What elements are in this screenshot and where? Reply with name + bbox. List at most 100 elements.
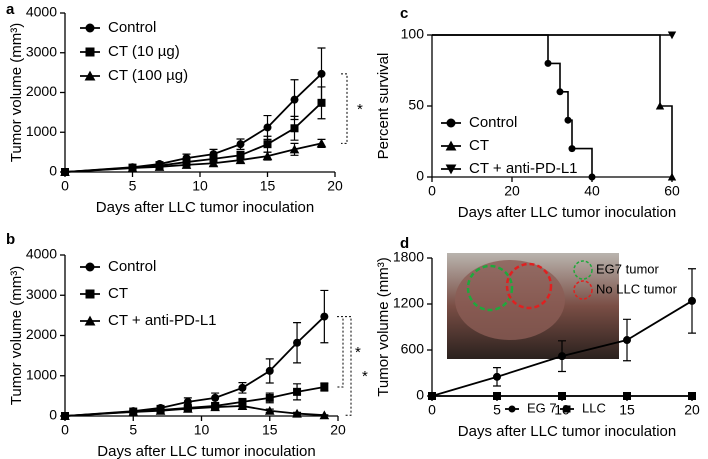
marker bbox=[319, 410, 330, 420]
marker bbox=[688, 392, 696, 400]
y-axis-label: Tumor volume (mm³) bbox=[375, 257, 392, 396]
survival-line bbox=[432, 34, 593, 177]
y-tick-label: 50 bbox=[408, 97, 424, 113]
marker bbox=[623, 336, 631, 345]
marker bbox=[667, 172, 677, 181]
marker bbox=[128, 407, 139, 416]
x-tick-label: 20 bbox=[504, 183, 520, 199]
annotation: No LLC tumor bbox=[596, 281, 678, 296]
x-tick-label: 0 bbox=[61, 178, 69, 194]
legend-marker bbox=[85, 47, 95, 57]
marker bbox=[320, 383, 329, 392]
marker bbox=[568, 145, 576, 153]
marker bbox=[493, 392, 501, 400]
marker bbox=[588, 173, 596, 181]
y-tick-label: 4000 bbox=[26, 246, 57, 262]
y-tick-label: 600 bbox=[401, 341, 425, 357]
marker bbox=[208, 158, 219, 168]
panel-letter: a bbox=[6, 1, 15, 18]
x-tick-label: 10 bbox=[192, 178, 208, 194]
marker bbox=[155, 405, 166, 415]
marker bbox=[235, 155, 246, 165]
marker bbox=[556, 88, 564, 96]
legend-label: CT bbox=[108, 285, 128, 302]
marker bbox=[181, 160, 192, 169]
x-tick-label: 0 bbox=[428, 402, 436, 418]
marker bbox=[320, 312, 329, 321]
legend-marker bbox=[563, 405, 571, 413]
legend-marker bbox=[508, 405, 516, 413]
y-tick-label: 1200 bbox=[393, 295, 424, 311]
x-axis-label: Days after LLC tumor inoculation bbox=[97, 443, 315, 459]
marker bbox=[317, 69, 326, 78]
x-tick-label: 20 bbox=[330, 422, 346, 438]
legend-label: Control bbox=[108, 258, 156, 275]
x-tick-label: 5 bbox=[129, 422, 137, 438]
marker bbox=[564, 116, 572, 124]
marker bbox=[289, 144, 300, 154]
marker bbox=[60, 411, 70, 420]
marker bbox=[293, 387, 302, 396]
legend-marker bbox=[446, 118, 456, 128]
marker bbox=[263, 140, 272, 149]
marker bbox=[428, 392, 436, 400]
x-axis-label: Days after LLC tumor inoculation bbox=[96, 199, 314, 216]
marker bbox=[60, 167, 70, 176]
marker bbox=[265, 366, 274, 375]
series-line bbox=[64, 102, 323, 173]
legend-marker bbox=[84, 315, 96, 326]
marker bbox=[290, 124, 299, 133]
marker bbox=[290, 95, 299, 104]
y-tick-label: 3000 bbox=[26, 43, 57, 59]
annotation: * bbox=[357, 101, 363, 118]
marker bbox=[667, 31, 677, 40]
annotation: * bbox=[362, 368, 368, 385]
x-tick-label: 60 bbox=[664, 183, 680, 199]
marker bbox=[211, 393, 220, 402]
marker bbox=[292, 408, 302, 418]
x-tick-label: 20 bbox=[327, 178, 343, 194]
legend-marker bbox=[84, 70, 96, 81]
y-axis-label: Tumor volume (mm³) bbox=[8, 23, 25, 162]
annotation: * bbox=[355, 344, 361, 361]
series-line bbox=[64, 73, 323, 173]
legend-label: CT + anti-PD-L1 bbox=[108, 312, 217, 329]
marker bbox=[262, 151, 273, 161]
inset-photo bbox=[447, 253, 619, 359]
x-tick-label: 10 bbox=[194, 422, 210, 438]
marker bbox=[238, 383, 247, 392]
legend-label: CT (10 µg) bbox=[108, 43, 180, 60]
legend-label: CT (100 µg) bbox=[108, 67, 188, 84]
marker bbox=[316, 138, 327, 148]
y-tick-label: 100 bbox=[401, 26, 425, 42]
x-tick-label: 5 bbox=[129, 178, 137, 194]
series-line bbox=[64, 315, 325, 417]
y-tick-label: 3000 bbox=[26, 286, 57, 302]
y-axis-label: Tumor volume (mm³) bbox=[8, 266, 25, 405]
legend-marker bbox=[445, 164, 457, 175]
y-tick-label: 0 bbox=[416, 387, 424, 403]
y-tick-label: 4000 bbox=[26, 4, 57, 20]
marker bbox=[236, 140, 245, 149]
marker bbox=[544, 59, 552, 67]
x-tick-label: 40 bbox=[584, 183, 600, 199]
y-tick-label: 0 bbox=[49, 163, 57, 179]
marker bbox=[558, 352, 566, 361]
x-tick-label: 0 bbox=[61, 422, 69, 438]
y-tick-label: 0 bbox=[416, 168, 424, 184]
y-axis-label: Percent survival bbox=[375, 53, 392, 160]
significance-bracket bbox=[337, 316, 344, 388]
x-tick-label: 15 bbox=[262, 422, 278, 438]
legend-label: Control bbox=[108, 19, 156, 36]
legend-label: EG 7 bbox=[527, 400, 557, 415]
y-tick-label: 1000 bbox=[26, 366, 57, 382]
marker bbox=[493, 372, 501, 381]
marker bbox=[688, 296, 696, 305]
y-tick-label: 1000 bbox=[26, 123, 57, 139]
x-axis-label: Days after LLC tumor inoculation bbox=[458, 204, 676, 221]
marker bbox=[623, 392, 631, 400]
marker bbox=[210, 402, 220, 412]
legend-marker bbox=[85, 289, 95, 299]
marker bbox=[265, 393, 274, 402]
legend-marker bbox=[85, 262, 95, 272]
